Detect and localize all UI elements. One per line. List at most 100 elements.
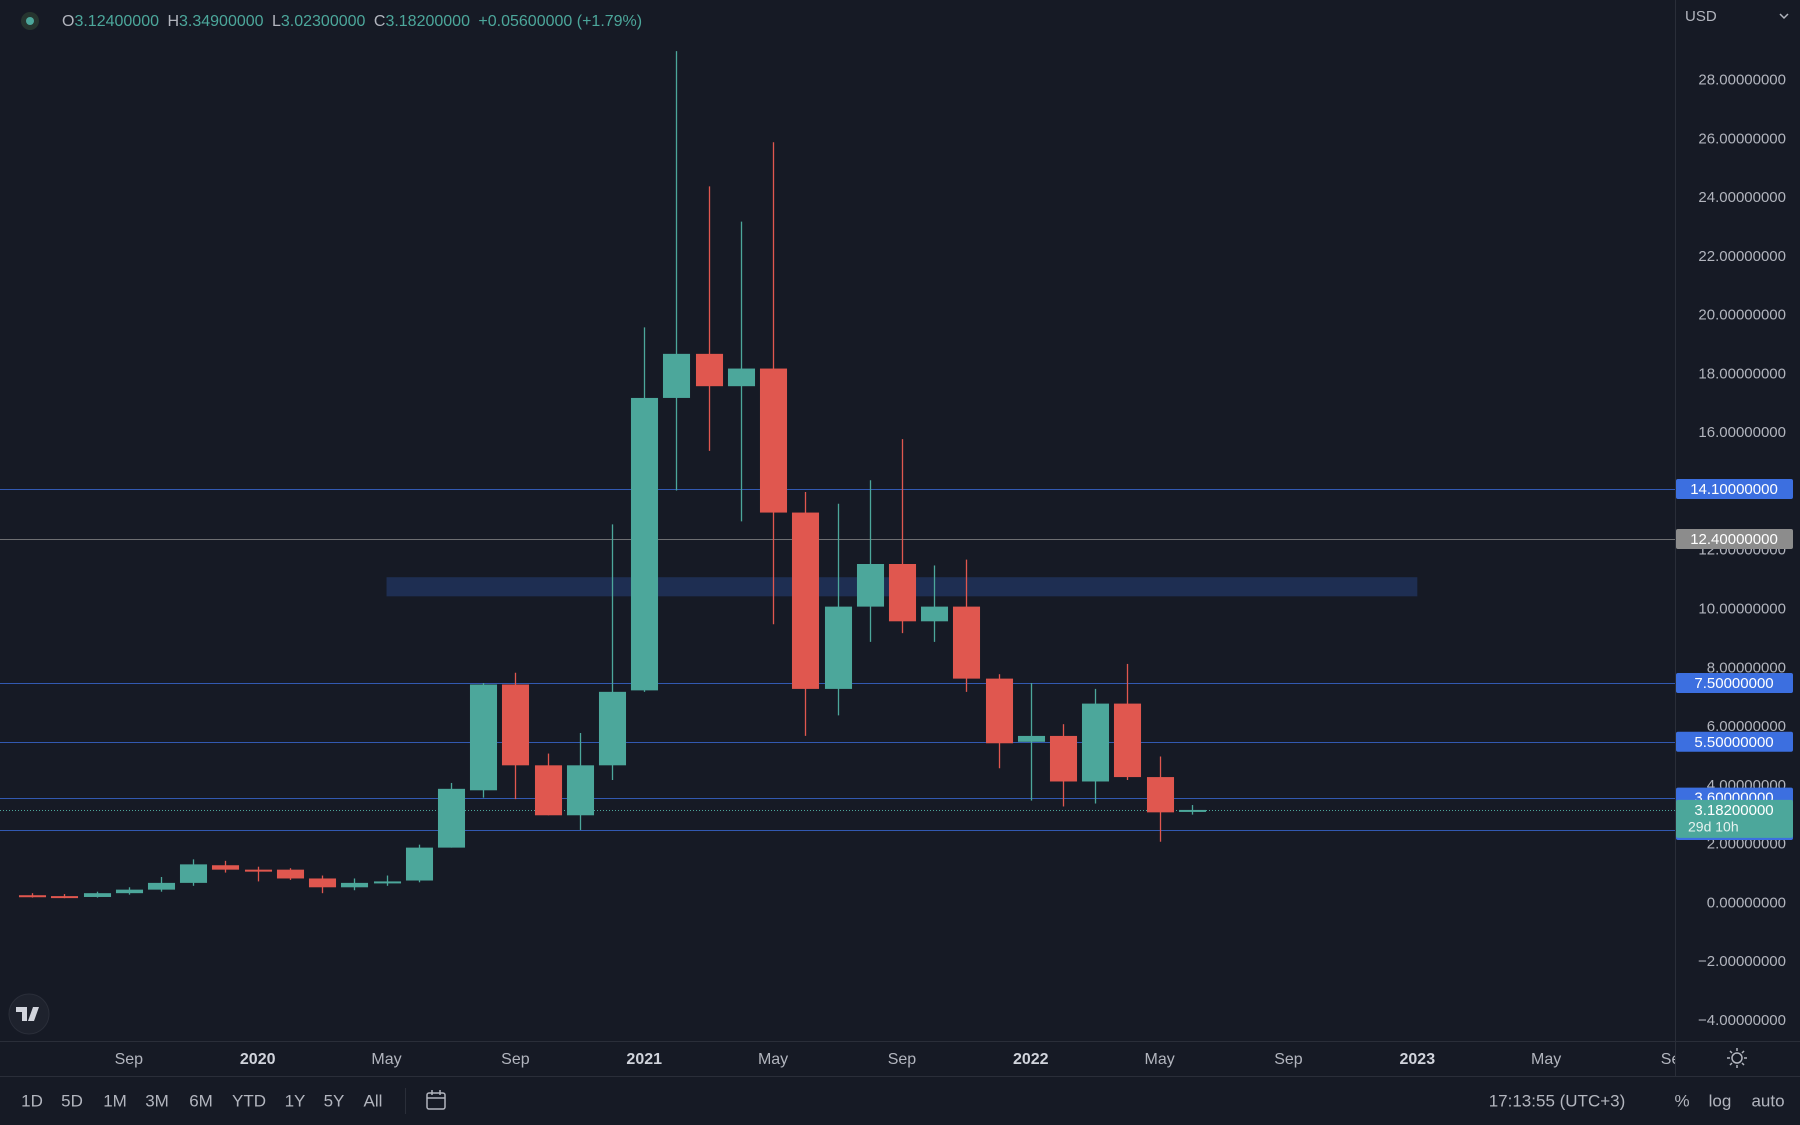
candle-body: [373, 881, 402, 884]
y-tick-label: −4.00000000: [1698, 1012, 1786, 1029]
change: +0.05600000 (+1.79%): [478, 13, 642, 30]
ohlc-header: O3.12400000 H3.34900000 L3.02300000 C3.1…: [62, 13, 642, 30]
y-tick-label: 16.00000000: [1698, 424, 1786, 441]
x-tick-label: May: [1531, 1051, 1561, 1068]
clock[interactable]: 17:13:55 (UTC+3): [1489, 1091, 1626, 1110]
currency[interactable]: USD: [1685, 8, 1717, 25]
value: 3.18200000: [385, 13, 470, 30]
price-axis: −4.00000000−2.000000000.000000002.000000…: [1676, 71, 1793, 1029]
candle-body: [888, 563, 917, 622]
level-label-bg: [1676, 731, 1793, 752]
level-label: 14.10000000: [1690, 481, 1778, 498]
candle-body: [469, 684, 498, 791]
candle-body: [727, 368, 756, 387]
candle-body: [1081, 703, 1110, 782]
range-button[interactable]: 6M: [189, 1091, 213, 1110]
level-label: 5.50000000: [1694, 734, 1773, 751]
logo-mark: [16, 1007, 39, 1021]
range-button[interactable]: YTD: [232, 1091, 266, 1110]
countdown-label: 29d 10h: [1688, 819, 1739, 835]
y-tick-label: 0.00000000: [1707, 894, 1786, 911]
logo[interactable]: [8, 993, 50, 1035]
candle-body: [1113, 703, 1142, 778]
candle-body: [501, 684, 530, 766]
y-tick-label: 8.00000000: [1707, 659, 1786, 676]
x-tick-label: Sep: [115, 1051, 144, 1068]
candle-body: [1178, 809, 1207, 812]
x-tick-label: 2022: [1013, 1051, 1049, 1068]
x-tick-label: May: [1144, 1051, 1174, 1068]
candle-body: [405, 847, 434, 881]
toolbar: 1D 5D 1M 3M 6M YTD 1Y 5Y All 17:13:55 (UTC+3)% log…: [21, 1091, 1784, 1110]
candle-body: [437, 788, 466, 848]
label: C: [374, 13, 386, 30]
y-tick-label: −2.00000000: [1698, 953, 1786, 970]
candle-body: [759, 368, 788, 513]
y-tick-label: 24.00000000: [1698, 189, 1786, 206]
candle-body: [308, 878, 337, 888]
chevron[interactable]: [1779, 13, 1789, 20]
level-label-bg: [1676, 673, 1793, 694]
x-tick-label: 2021: [626, 1051, 662, 1068]
x-tick-label: Sep: [501, 1051, 530, 1068]
candle-body: [695, 353, 724, 387]
candle-body: [147, 882, 176, 890]
y-tick-label: 10.00000000: [1698, 601, 1786, 618]
settings-icon[interactable]: [1727, 1048, 1747, 1068]
candle-body: [1017, 735, 1046, 742]
candle-body: [179, 864, 208, 883]
value: 3.12400000: [74, 13, 159, 30]
candle-body: [630, 397, 659, 691]
plot-area: Sep 2020 May Sep 2021 May Sep 2022 May Sep 2023 May…: [0, 51, 1690, 1068]
x-tick-label: May: [758, 1051, 788, 1068]
y-tick-label: 20.00000000: [1698, 307, 1786, 324]
candle-body: [824, 606, 853, 689]
level-label: 12.40000000: [1690, 531, 1778, 548]
y-tick-label: 18.00000000: [1698, 365, 1786, 382]
candle-body: [115, 889, 144, 894]
scale-option[interactable]: auto: [1751, 1091, 1784, 1110]
label: O: [62, 13, 74, 30]
range-button[interactable]: 5D: [61, 1091, 83, 1110]
x-tick-label: Sep: [888, 1051, 917, 1068]
y-tick-label: 26.00000000: [1698, 130, 1786, 147]
candle-body: [985, 678, 1014, 744]
last-price-label: 3.18200000: [1694, 802, 1773, 819]
range-button[interactable]: 1Y: [285, 1091, 306, 1110]
range-button[interactable]: All: [364, 1091, 383, 1110]
level-label-bg: [1676, 479, 1793, 500]
candle-body: [1146, 777, 1175, 813]
candle-body: [566, 765, 595, 816]
range-button[interactable]: 1D: [21, 1091, 43, 1110]
candle-body: [211, 865, 240, 870]
last-price-bg: [1676, 799, 1793, 838]
x-tick-label: Sep: [1661, 1051, 1690, 1068]
candle-body: [920, 606, 949, 622]
value: 3.34900000: [179, 13, 264, 30]
level-label: 7.50000000: [1694, 675, 1773, 692]
candle-body: [662, 353, 691, 398]
candle-body: [1049, 735, 1078, 782]
candle-body: [276, 869, 305, 879]
label: H: [167, 13, 179, 30]
range-button[interactable]: 3M: [145, 1091, 169, 1110]
y-tick-label: 22.00000000: [1698, 248, 1786, 265]
level-label-bg: [1676, 529, 1793, 550]
label: L: [272, 13, 281, 30]
range-button[interactable]: 1M: [103, 1091, 127, 1110]
y-tick-label: 6.00000000: [1707, 718, 1786, 735]
candle-body: [952, 606, 981, 679]
scale-option[interactable]: log: [1709, 1091, 1732, 1110]
candle-body: [534, 765, 563, 816]
candle-body: [856, 563, 885, 607]
candle-body: [50, 896, 79, 899]
x-tick-label: Sep: [1274, 1051, 1303, 1068]
calendar-icon[interactable]: [426, 1090, 446, 1110]
x-tick-label: 2020: [240, 1051, 276, 1068]
range-button[interactable]: 5Y: [324, 1091, 345, 1110]
scale-option[interactable]: %: [1674, 1091, 1689, 1110]
candle-body: [791, 512, 820, 689]
